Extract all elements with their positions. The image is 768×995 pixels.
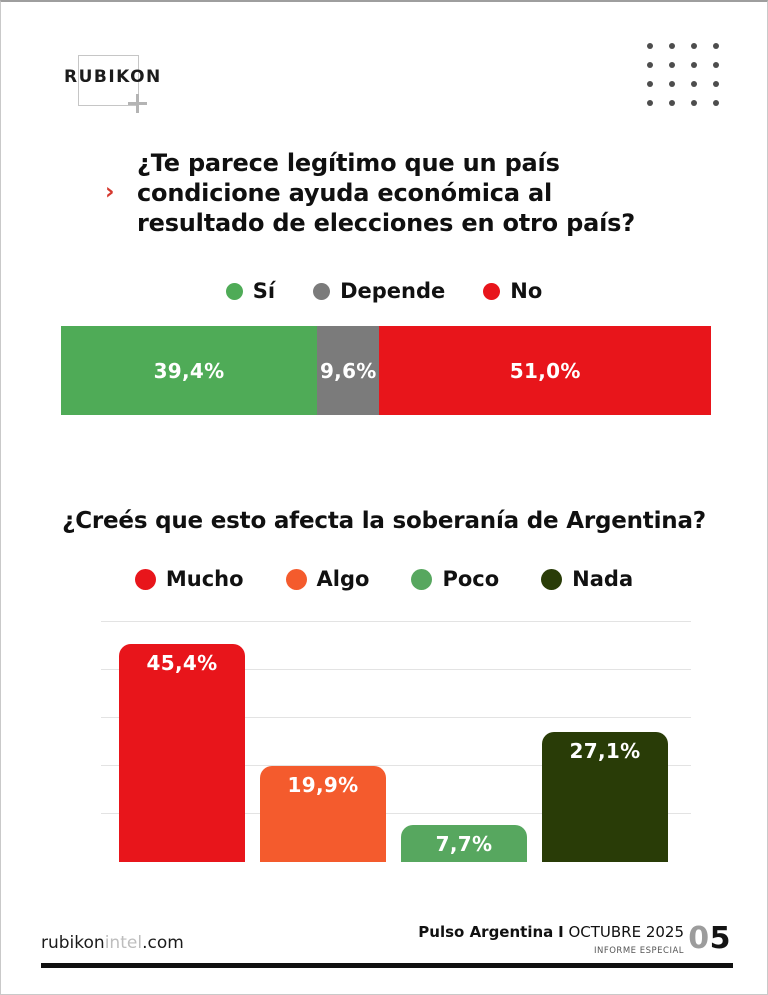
legend-label: No xyxy=(510,279,543,303)
legend-item-mucho: Mucho xyxy=(134,567,244,591)
separator: I xyxy=(558,923,564,941)
page-number-first: 0 xyxy=(688,921,710,956)
gridline xyxy=(101,717,691,718)
legend-item-poco: Poco xyxy=(411,567,499,591)
gridline xyxy=(101,813,691,814)
legend-label: Nada xyxy=(572,567,634,591)
report-title-line: Pulso Argentina I OCTUBRE 2025 xyxy=(418,923,684,941)
page-number: 05 xyxy=(688,921,731,956)
report-subtitle: INFORME ESPECIAL xyxy=(593,946,684,956)
legend-label: Mucho xyxy=(165,567,244,591)
dot xyxy=(691,81,697,87)
segment-value-label: 39,4% xyxy=(153,358,225,383)
report-date: OCTUBRE 2025 xyxy=(568,923,684,941)
legend-dot-algo xyxy=(285,568,307,590)
report-info: Pulso Argentina I OCTUBRE 2025 INFORME E… xyxy=(418,923,684,956)
legend-q1: Sí Depende No xyxy=(1,279,767,303)
dot xyxy=(647,43,653,49)
stacked-segment-si: 39,4% xyxy=(61,326,318,415)
site-part3: .com xyxy=(142,933,184,953)
question1-title-line3: resultado de elecciones en otro país? xyxy=(137,209,635,237)
bar-value-label: 45,4% xyxy=(146,651,218,676)
question2-title: ¿Creés que esto afecta la soberanía de A… xyxy=(62,508,706,534)
legend-dot-poco xyxy=(411,568,433,590)
bar-poco: 7,7% xyxy=(401,825,527,862)
chevron-right-icon: › xyxy=(105,179,115,205)
dot xyxy=(713,81,719,87)
segment-value-label: 51,0% xyxy=(509,358,581,383)
question1-title: ¿Te parece legítimo que un país condicio… xyxy=(137,148,635,238)
legend-label: Algo xyxy=(316,567,370,591)
stacked-segment-depende: 9,6% xyxy=(317,326,380,415)
dot xyxy=(691,62,697,68)
dot xyxy=(713,100,719,106)
dot xyxy=(647,100,653,106)
legend-item-si: Sí xyxy=(225,279,276,303)
footer-rule xyxy=(41,963,733,968)
dots-grid-icon xyxy=(647,43,719,106)
dot xyxy=(713,62,719,68)
gridline xyxy=(101,669,691,670)
dot xyxy=(669,43,675,49)
dot xyxy=(691,100,697,106)
question1-title-line2: condicione ayuda económica al xyxy=(137,179,552,207)
bar-mucho: 45,4% xyxy=(119,644,245,862)
legend-dot-nada xyxy=(541,568,563,590)
bar-nada: 27,1% xyxy=(542,731,668,862)
legend-dot-si xyxy=(225,282,243,300)
dot xyxy=(647,81,653,87)
legend-item-no: No xyxy=(483,279,542,303)
bar-value-label: 27,1% xyxy=(569,738,641,763)
stacked-bar: 39,4% 9,6% 51,0% xyxy=(61,326,711,415)
segment-value-label: 9,6% xyxy=(319,358,377,383)
bar-algo: 19,9% xyxy=(260,766,386,862)
legend-q2: Mucho Algo Poco Nada xyxy=(1,567,767,591)
legend-item-algo: Algo xyxy=(285,567,370,591)
legend-label: Depende xyxy=(340,279,446,303)
page-number-second: 5 xyxy=(709,921,731,956)
dot xyxy=(669,62,675,68)
vertical-bar-chart: 45,4% 19,9% 7,7% 27,1% xyxy=(101,621,691,862)
site-part1: rubikon xyxy=(41,933,105,953)
website-url: rubikonintel.com xyxy=(41,933,184,953)
dot xyxy=(713,43,719,49)
legend-dot-mucho xyxy=(134,568,156,590)
legend-label: Poco xyxy=(442,567,500,591)
dot xyxy=(669,100,675,106)
dot xyxy=(691,43,697,49)
bar-value-label: 19,9% xyxy=(287,773,359,798)
gridline xyxy=(101,621,691,622)
stacked-segment-no: 51,0% xyxy=(379,326,711,415)
gridline xyxy=(101,765,691,766)
report-title: Pulso Argentina xyxy=(418,923,554,941)
legend-item-depende: Depende xyxy=(313,279,445,303)
question1-title-line1: ¿Te parece legítimo que un país xyxy=(137,149,560,177)
site-part2: intel xyxy=(104,933,143,953)
legend-label: Sí xyxy=(252,279,276,303)
legend-item-nada: Nada xyxy=(541,567,633,591)
dot xyxy=(647,62,653,68)
logo-frame xyxy=(78,55,139,106)
dot xyxy=(669,81,675,87)
brand-logo: RUBIKON xyxy=(64,67,162,87)
bar-value-label: 7,7% xyxy=(435,832,493,857)
legend-dot-depende xyxy=(313,282,331,300)
plus-icon xyxy=(128,94,147,113)
legend-dot-no xyxy=(483,282,501,300)
